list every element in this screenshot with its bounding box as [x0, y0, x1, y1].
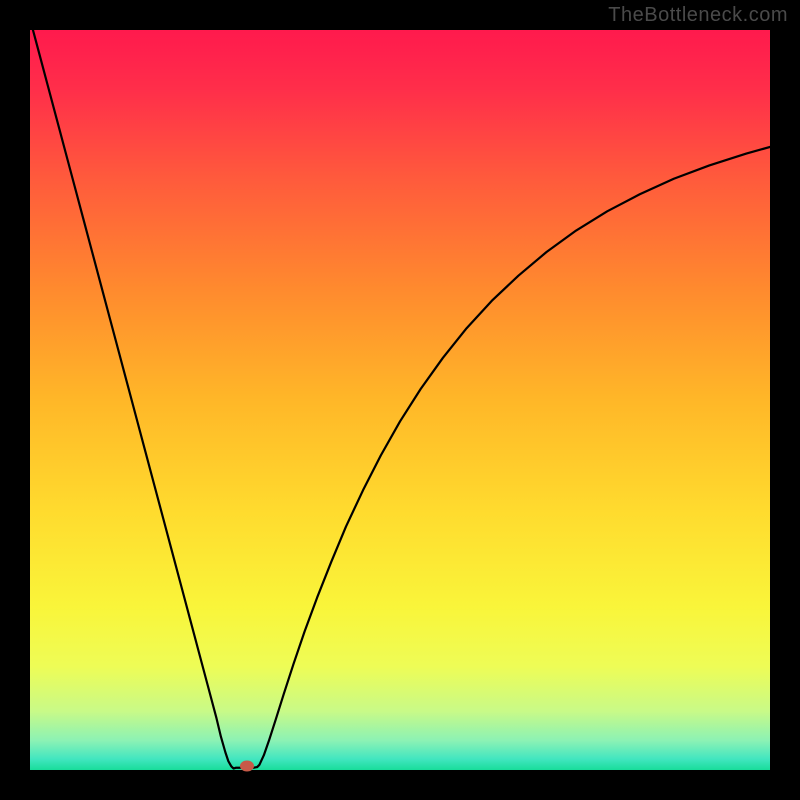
- gradient-background: [30, 30, 770, 770]
- optimal-point-marker: [240, 760, 254, 771]
- plot-area: [30, 30, 770, 770]
- watermark-text: TheBottleneck.com: [608, 4, 788, 27]
